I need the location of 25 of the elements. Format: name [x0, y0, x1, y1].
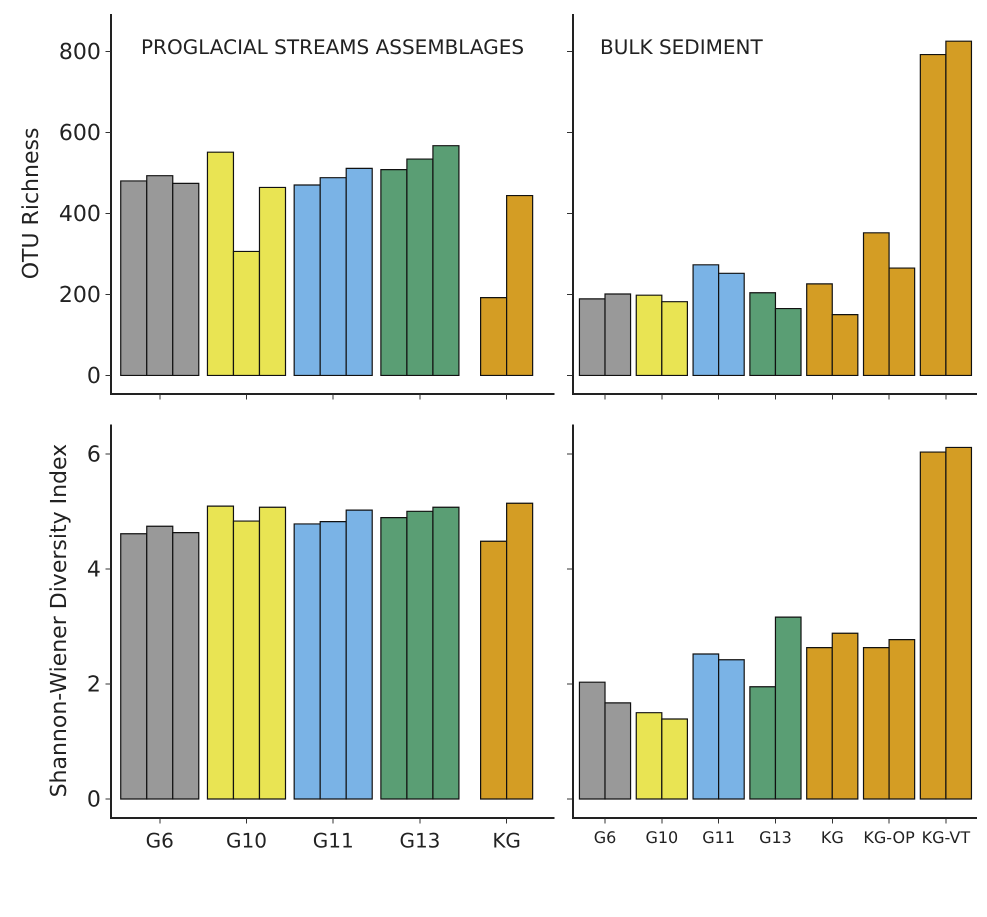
y-tick-label: 400: [58, 202, 101, 228]
x-tick-label: G11: [312, 828, 354, 853]
x-tick-label: G10: [645, 828, 678, 847]
y-tick-label: 200: [58, 283, 101, 308]
x-tick-label: G13: [759, 828, 792, 847]
text: PROGLACIAL STREAMS ASSEMBLAGES: [141, 35, 524, 59]
x-tick-label: KG: [820, 828, 844, 847]
y-tick-label: 800: [58, 40, 101, 65]
y-tick-label: 600: [58, 121, 101, 146]
y-tick-label: 2: [86, 672, 101, 698]
x-tick-label: KG-VT: [922, 828, 970, 847]
x-tick-label: G11: [702, 828, 736, 847]
x-tick-label: G6: [146, 828, 174, 853]
x-tick-label: G6: [594, 828, 616, 847]
y-tick-label: 0: [86, 364, 101, 390]
x-tick-label: KG-OP: [863, 828, 916, 847]
y-tick-label: 0: [86, 788, 101, 813]
y-tick-label: 6: [86, 442, 101, 468]
x-tick-label: G13: [399, 828, 440, 853]
y-axis-title: OTU Richness: [19, 128, 44, 280]
x-tick-label: G10: [226, 828, 267, 853]
y-axis-title: Shannon-Wiener Diversity Index: [47, 444, 72, 798]
text: BULK SEDIMENT: [600, 35, 764, 59]
x-tick-label: KG: [492, 828, 521, 853]
y-tick-label: 4: [86, 558, 101, 583]
